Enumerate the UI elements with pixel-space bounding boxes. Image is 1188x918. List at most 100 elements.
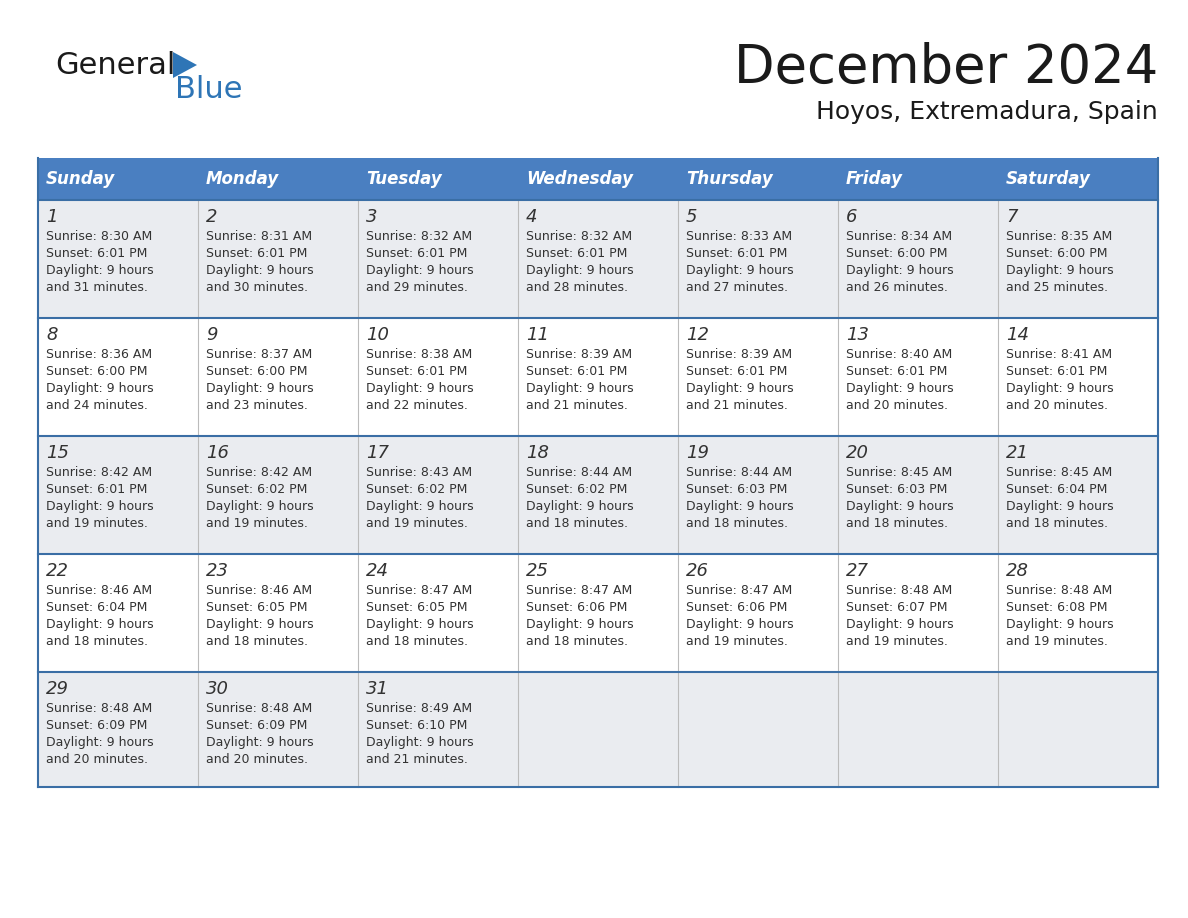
- Text: Sunset: 6:01 PM: Sunset: 6:01 PM: [1006, 365, 1107, 378]
- Text: 5: 5: [685, 208, 697, 226]
- Text: and 29 minutes.: and 29 minutes.: [366, 281, 468, 294]
- Text: Sunrise: 8:42 AM: Sunrise: 8:42 AM: [46, 466, 152, 479]
- Text: 18: 18: [526, 444, 549, 462]
- Text: Sunset: 6:02 PM: Sunset: 6:02 PM: [366, 483, 467, 496]
- Text: Sunset: 6:04 PM: Sunset: 6:04 PM: [1006, 483, 1107, 496]
- Text: and 31 minutes.: and 31 minutes.: [46, 281, 147, 294]
- Text: Daylight: 9 hours: Daylight: 9 hours: [846, 618, 954, 631]
- Text: Sunset: 6:02 PM: Sunset: 6:02 PM: [526, 483, 627, 496]
- Text: and 18 minutes.: and 18 minutes.: [366, 635, 468, 648]
- Text: Hoyos, Extremadura, Spain: Hoyos, Extremadura, Spain: [816, 100, 1158, 124]
- Text: and 18 minutes.: and 18 minutes.: [1006, 517, 1108, 530]
- Text: and 30 minutes.: and 30 minutes.: [206, 281, 308, 294]
- Bar: [678, 158, 838, 200]
- Text: Daylight: 9 hours: Daylight: 9 hours: [526, 382, 633, 395]
- Text: 20: 20: [846, 444, 868, 462]
- Text: Sunrise: 8:42 AM: Sunrise: 8:42 AM: [206, 466, 312, 479]
- Text: Sunrise: 8:30 AM: Sunrise: 8:30 AM: [46, 230, 152, 243]
- Bar: [358, 158, 518, 200]
- Bar: [38, 554, 1158, 672]
- Text: 11: 11: [526, 326, 549, 344]
- Text: Sunrise: 8:32 AM: Sunrise: 8:32 AM: [526, 230, 632, 243]
- Text: Sunset: 6:07 PM: Sunset: 6:07 PM: [846, 601, 948, 614]
- Text: Sunset: 6:00 PM: Sunset: 6:00 PM: [846, 247, 948, 260]
- Text: Daylight: 9 hours: Daylight: 9 hours: [526, 264, 633, 277]
- Text: Sunset: 6:01 PM: Sunset: 6:01 PM: [685, 247, 788, 260]
- Text: Sunrise: 8:48 AM: Sunrise: 8:48 AM: [846, 584, 953, 597]
- Text: Daylight: 9 hours: Daylight: 9 hours: [206, 618, 314, 631]
- Text: Sunset: 6:00 PM: Sunset: 6:00 PM: [206, 365, 308, 378]
- Text: 13: 13: [846, 326, 868, 344]
- Text: 31: 31: [366, 680, 388, 698]
- Text: Daylight: 9 hours: Daylight: 9 hours: [1006, 382, 1113, 395]
- Text: Daylight: 9 hours: Daylight: 9 hours: [366, 736, 474, 749]
- Text: and 24 minutes.: and 24 minutes.: [46, 399, 147, 412]
- Text: Sunrise: 8:46 AM: Sunrise: 8:46 AM: [206, 584, 312, 597]
- Text: and 19 minutes.: and 19 minutes.: [685, 635, 788, 648]
- Text: and 18 minutes.: and 18 minutes.: [46, 635, 148, 648]
- Text: and 21 minutes.: and 21 minutes.: [685, 399, 788, 412]
- Text: Sunset: 6:01 PM: Sunset: 6:01 PM: [46, 247, 147, 260]
- Text: and 23 minutes.: and 23 minutes.: [206, 399, 308, 412]
- Text: Sunrise: 8:47 AM: Sunrise: 8:47 AM: [526, 584, 632, 597]
- Text: Sunset: 6:05 PM: Sunset: 6:05 PM: [206, 601, 308, 614]
- Text: Sunset: 6:01 PM: Sunset: 6:01 PM: [366, 247, 467, 260]
- Bar: [198, 158, 358, 200]
- Text: Sunrise: 8:39 AM: Sunrise: 8:39 AM: [526, 348, 632, 361]
- Text: Sunrise: 8:48 AM: Sunrise: 8:48 AM: [46, 702, 152, 715]
- Text: Sunset: 6:06 PM: Sunset: 6:06 PM: [526, 601, 627, 614]
- Text: Daylight: 9 hours: Daylight: 9 hours: [846, 382, 954, 395]
- Text: Daylight: 9 hours: Daylight: 9 hours: [46, 736, 153, 749]
- Bar: [38, 158, 198, 200]
- Text: Daylight: 9 hours: Daylight: 9 hours: [846, 500, 954, 513]
- Text: Sunrise: 8:49 AM: Sunrise: 8:49 AM: [366, 702, 472, 715]
- Text: and 28 minutes.: and 28 minutes.: [526, 281, 628, 294]
- Text: Saturday: Saturday: [1006, 170, 1091, 188]
- Text: Tuesday: Tuesday: [366, 170, 442, 188]
- Text: Sunrise: 8:43 AM: Sunrise: 8:43 AM: [366, 466, 472, 479]
- Text: and 19 minutes.: and 19 minutes.: [366, 517, 468, 530]
- Text: Sunrise: 8:40 AM: Sunrise: 8:40 AM: [846, 348, 953, 361]
- Text: and 20 minutes.: and 20 minutes.: [206, 753, 308, 766]
- Text: Sunrise: 8:48 AM: Sunrise: 8:48 AM: [1006, 584, 1112, 597]
- Text: 19: 19: [685, 444, 709, 462]
- Text: Sunrise: 8:31 AM: Sunrise: 8:31 AM: [206, 230, 312, 243]
- Text: 4: 4: [526, 208, 537, 226]
- Text: and 19 minutes.: and 19 minutes.: [206, 517, 308, 530]
- Text: Sunrise: 8:46 AM: Sunrise: 8:46 AM: [46, 584, 152, 597]
- Bar: [38, 318, 1158, 436]
- Text: Sunrise: 8:45 AM: Sunrise: 8:45 AM: [1006, 466, 1112, 479]
- Text: Sunset: 6:01 PM: Sunset: 6:01 PM: [46, 483, 147, 496]
- Text: 23: 23: [206, 562, 229, 580]
- Text: Daylight: 9 hours: Daylight: 9 hours: [46, 264, 153, 277]
- Text: Sunset: 6:04 PM: Sunset: 6:04 PM: [46, 601, 147, 614]
- Bar: [518, 158, 678, 200]
- Text: Sunrise: 8:37 AM: Sunrise: 8:37 AM: [206, 348, 312, 361]
- Text: 22: 22: [46, 562, 69, 580]
- Text: Daylight: 9 hours: Daylight: 9 hours: [366, 500, 474, 513]
- Text: and 19 minutes.: and 19 minutes.: [46, 517, 147, 530]
- Text: 12: 12: [685, 326, 709, 344]
- Text: Sunrise: 8:47 AM: Sunrise: 8:47 AM: [366, 584, 473, 597]
- Text: and 27 minutes.: and 27 minutes.: [685, 281, 788, 294]
- Text: Daylight: 9 hours: Daylight: 9 hours: [1006, 618, 1113, 631]
- Text: Daylight: 9 hours: Daylight: 9 hours: [366, 618, 474, 631]
- Text: Friday: Friday: [846, 170, 903, 188]
- Text: 15: 15: [46, 444, 69, 462]
- Text: 9: 9: [206, 326, 217, 344]
- Text: 14: 14: [1006, 326, 1029, 344]
- Bar: [38, 672, 1158, 787]
- Text: Sunset: 6:06 PM: Sunset: 6:06 PM: [685, 601, 788, 614]
- Text: 29: 29: [46, 680, 69, 698]
- Text: 27: 27: [846, 562, 868, 580]
- Text: 10: 10: [366, 326, 388, 344]
- Text: 21: 21: [1006, 444, 1029, 462]
- Text: Daylight: 9 hours: Daylight: 9 hours: [1006, 264, 1113, 277]
- Text: Sunday: Sunday: [46, 170, 115, 188]
- Text: General: General: [55, 50, 176, 80]
- Text: and 21 minutes.: and 21 minutes.: [526, 399, 628, 412]
- Bar: [38, 200, 1158, 318]
- Text: and 18 minutes.: and 18 minutes.: [685, 517, 788, 530]
- Text: Sunrise: 8:41 AM: Sunrise: 8:41 AM: [1006, 348, 1112, 361]
- Text: Monday: Monday: [206, 170, 279, 188]
